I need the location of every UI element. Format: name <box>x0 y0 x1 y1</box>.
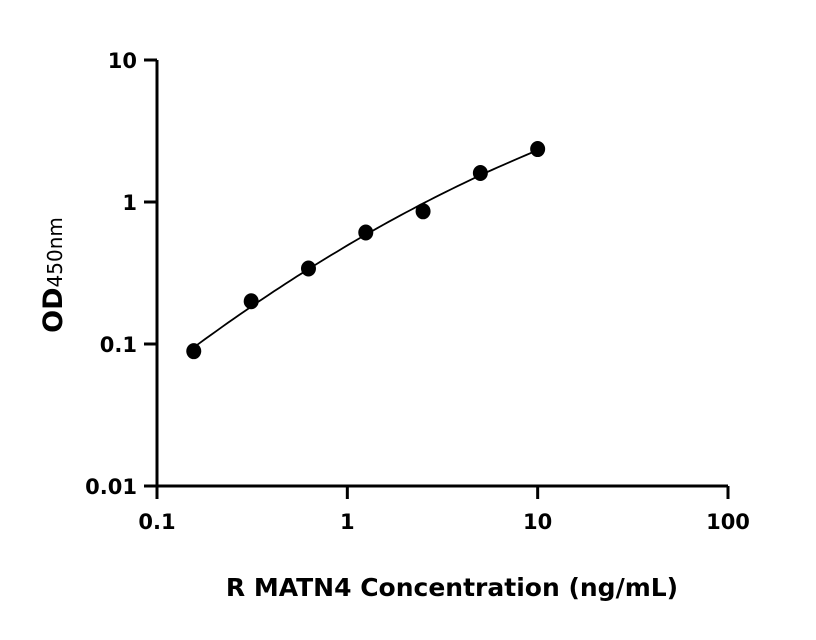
data-point <box>530 141 546 158</box>
y-tick-label: 0.01 <box>85 475 137 499</box>
data-points <box>186 141 546 360</box>
data-point <box>472 165 488 182</box>
data-point <box>358 224 374 241</box>
data-point <box>300 260 316 277</box>
data-point <box>186 343 202 360</box>
x-tick-label: 10 <box>523 510 552 534</box>
y-tick-label: 10 <box>108 49 137 73</box>
y-axis-label: OD450nm <box>38 217 69 333</box>
y-tick-label: 1 <box>122 191 137 215</box>
y-tick-label: 0.1 <box>100 333 137 357</box>
x-tick-label: 100 <box>706 510 750 534</box>
data-point <box>243 293 259 310</box>
y-axis-label-subscript: 450nm <box>43 217 67 287</box>
x-axis-label: R MATN4 Concentration (ng/mL) <box>226 573 678 602</box>
y-axis-label-main: OD <box>38 287 69 332</box>
x-tick-label: 0.1 <box>138 510 175 534</box>
fit-curve <box>193 149 539 349</box>
x-tick-label: 1 <box>340 510 355 534</box>
data-point <box>415 203 431 220</box>
